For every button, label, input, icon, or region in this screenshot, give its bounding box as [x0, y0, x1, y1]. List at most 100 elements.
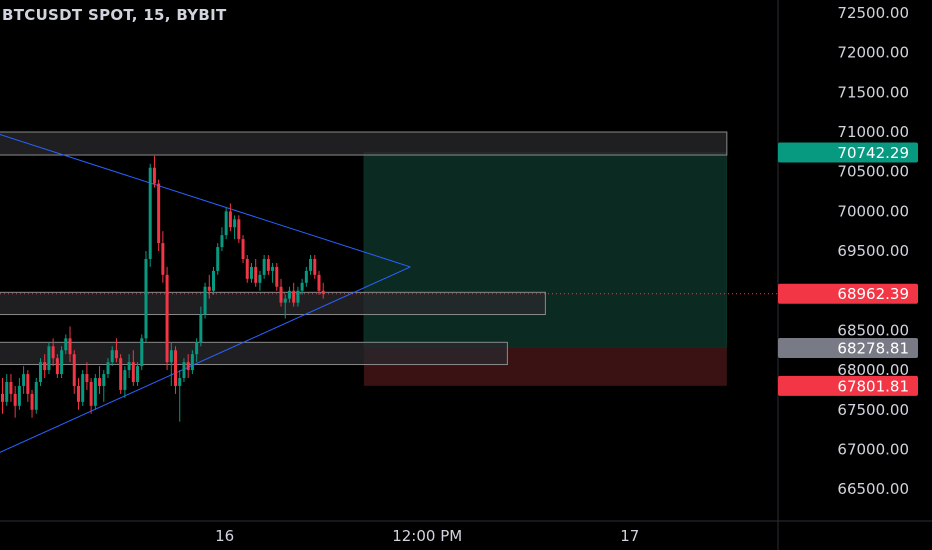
- candles-layer: [1, 155, 325, 422]
- price-badges: 70742.29 68962.39 68278.81 67801.81: [778, 142, 918, 396]
- candle-body: [182, 362, 186, 379]
- candle-body: [43, 362, 47, 371]
- badge-bg: [778, 337, 918, 358]
- time-tick-label: 16: [215, 527, 234, 545]
- zone-mid: [0, 291, 546, 316]
- badge-label: 67801.81: [837, 377, 909, 395]
- candle-body: [287, 290, 291, 299]
- price-tick-label: 69500.00: [837, 242, 909, 260]
- candle-body: [258, 274, 262, 283]
- candle-body: [127, 362, 131, 371]
- candle-body: [72, 354, 76, 386]
- candle-body: [309, 258, 313, 271]
- candle-body: [152, 167, 156, 184]
- candle-body: [304, 270, 308, 283]
- entry-price-badge: 68278.81: [778, 337, 918, 358]
- candle-body: [292, 290, 296, 303]
- candle-body: [110, 350, 114, 363]
- current-price-badge: 68962.39: [778, 283, 918, 304]
- badge-bg: [778, 375, 918, 396]
- badge-label: 68278.81: [837, 339, 909, 357]
- candle-body: [161, 243, 165, 275]
- candle-body: [224, 211, 228, 236]
- badge-bg: [778, 142, 918, 163]
- time-tick-label: 12:00 PM: [392, 527, 462, 545]
- candle-body: [64, 338, 68, 351]
- candle-body: [1, 393, 4, 402]
- candle-body: [140, 338, 144, 367]
- price-tick-label: 66500.00: [837, 480, 909, 498]
- candle-body: [245, 258, 249, 279]
- candle-body: [237, 219, 241, 240]
- trendlines-layer: [0, 133, 778, 453]
- candle-body: [300, 282, 304, 291]
- price-tick-label: 70000.00: [837, 202, 909, 220]
- candle-body: [165, 274, 169, 363]
- candle-body: [174, 350, 178, 386]
- supply-zone-top: [0, 131, 728, 156]
- price-tick-label: 68000.00: [837, 361, 909, 379]
- candle-body: [199, 314, 203, 343]
- candle-body: [283, 298, 287, 303]
- chart-title: BTCUSDT SPOT, 15, BYBIT: [2, 6, 227, 24]
- price-tick-label: 71500.00: [837, 83, 909, 101]
- candle-body: [169, 350, 173, 363]
- candle-body: [60, 350, 64, 375]
- profit-zone: [363, 152, 728, 349]
- zones-layer: [0, 131, 728, 386]
- candle-body: [313, 258, 317, 275]
- candle-body: [203, 286, 207, 315]
- badge-bg: [778, 283, 918, 304]
- candle-body: [123, 370, 127, 390]
- lower-trendline: [0, 266, 411, 453]
- candle-body: [85, 374, 89, 382]
- candle-body: [178, 378, 182, 386]
- candle-body: [195, 342, 199, 355]
- candle-body: [119, 358, 123, 390]
- candle-body: [26, 374, 30, 394]
- candle-body: [144, 258, 148, 339]
- candle-body: [321, 290, 325, 294]
- candle-body: [13, 393, 17, 406]
- candle-body: [228, 211, 232, 228]
- candle-body: [271, 266, 275, 271]
- candle-body: [136, 366, 140, 382]
- candle-body: [98, 378, 102, 386]
- time-axis[interactable]: 16 12:00 PM 17: [215, 527, 639, 545]
- candle-body: [68, 338, 72, 355]
- candle-body: [207, 286, 211, 291]
- badge-label: 70742.29: [837, 144, 909, 162]
- candle-body: [5, 381, 9, 402]
- candle-body: [157, 183, 161, 244]
- candle-body: [220, 235, 224, 248]
- price-tick-label: 68500.00: [837, 321, 909, 339]
- candle-body: [9, 381, 13, 394]
- candle-body: [51, 346, 55, 359]
- candle-body: [233, 219, 237, 228]
- time-tick-label: 17: [620, 527, 639, 545]
- candle-body: [186, 362, 190, 371]
- candle-body: [114, 350, 118, 359]
- candle-body: [262, 258, 266, 275]
- candle-body: [190, 354, 194, 371]
- candle-body: [241, 239, 245, 259]
- price-tick-label: 71000.00: [837, 123, 909, 141]
- candle-body: [102, 374, 106, 386]
- zone-low: [0, 341, 508, 366]
- candle-body: [249, 266, 253, 279]
- candle-body: [279, 286, 283, 303]
- candle-body: [81, 374, 85, 402]
- candle-body: [131, 362, 135, 382]
- candle-body: [38, 362, 42, 382]
- candle-body: [296, 290, 300, 303]
- upper-trendline: [0, 133, 411, 268]
- candle-body: [17, 385, 21, 406]
- candle-body: [254, 266, 258, 283]
- price-tick-label: 72000.00: [837, 44, 909, 62]
- badge-label: 68962.39: [837, 285, 909, 303]
- candle-body: [317, 274, 321, 291]
- price-tick-label: 67500.00: [837, 401, 909, 419]
- candle-body: [34, 381, 38, 410]
